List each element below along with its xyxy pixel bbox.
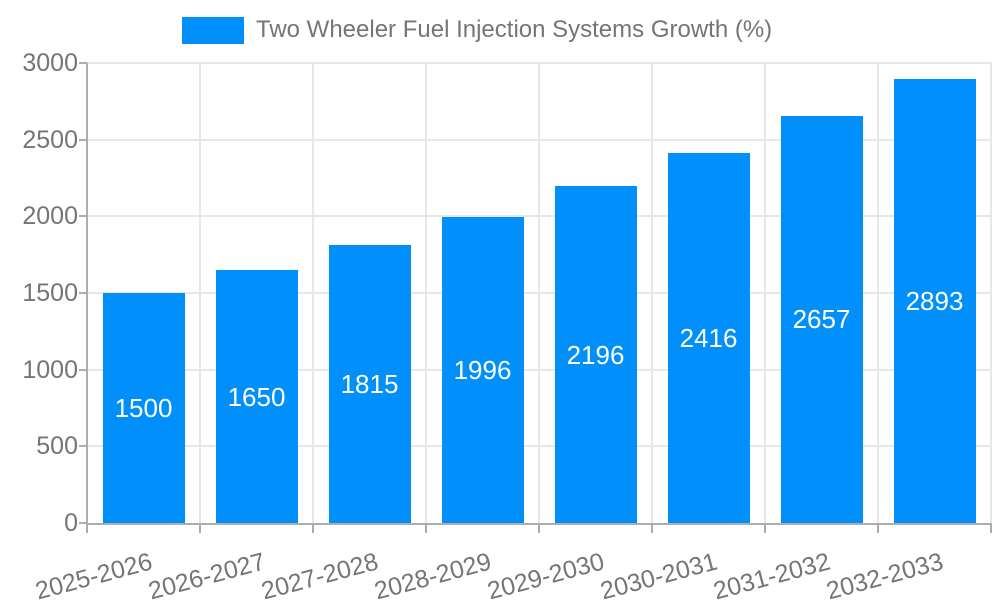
bar-2030-2031[interactable] [667, 152, 750, 523]
x-axis-tick [312, 523, 314, 533]
y-axis-tick [79, 215, 87, 218]
bar-2028-2029[interactable] [441, 216, 524, 523]
legend-label: Two Wheeler Fuel Injection Systems Growt… [256, 16, 773, 43]
gridline-vertical [538, 63, 540, 523]
bar-2027-2028[interactable] [328, 244, 411, 523]
x-tick-label: 2030-2031 [597, 547, 721, 600]
x-tick-label: 2025-2026 [32, 547, 156, 600]
x-axis-tick [86, 523, 88, 533]
x-axis-tick [877, 523, 879, 533]
y-tick-label: 2500 [22, 125, 78, 154]
gridline-vertical [764, 63, 766, 523]
x-tick-label: 2027-2028 [258, 547, 382, 600]
x-axis-tick [764, 523, 766, 533]
gridline-vertical [651, 63, 653, 523]
gridline-vertical [199, 63, 201, 523]
x-axis-tick [990, 523, 992, 533]
x-tick-label: 2031-2032 [710, 547, 834, 600]
x-tick-label: 2029-2030 [484, 547, 608, 600]
y-tick-label: 500 [36, 432, 78, 461]
y-tick-label: 1000 [22, 355, 78, 384]
y-tick-label: 1500 [22, 279, 78, 307]
y-axis-tick [79, 445, 87, 448]
x-axis-tick [425, 523, 427, 533]
x-tick-label: 2028-2029 [371, 547, 495, 600]
y-axis-tick [79, 368, 87, 371]
x-axis-tick [538, 523, 540, 533]
y-axis-tick [79, 138, 87, 141]
gridline-vertical [877, 63, 879, 523]
y-tick-label: 2000 [22, 202, 78, 231]
y-axis-tick [79, 522, 87, 524]
x-axis-tick [199, 523, 201, 533]
y-axis-tick [79, 292, 87, 294]
bar-2026-2027[interactable] [215, 270, 298, 523]
x-tick-label: 2032-2033 [823, 547, 947, 600]
y-tick-label: 3000 [22, 49, 78, 77]
bar-2025-2026[interactable] [102, 293, 185, 523]
gridline-vertical [425, 63, 427, 523]
legend[interactable]: Two Wheeler Fuel Injection Systems Growt… [182, 16, 772, 44]
bar-2031-2032[interactable] [780, 115, 863, 523]
y-axis-line [86, 63, 88, 523]
gridline-vertical [990, 63, 992, 523]
x-axis-line [86, 523, 992, 525]
gridline-vertical [312, 63, 314, 523]
legend-swatch-icon [182, 16, 244, 44]
x-tick-label: 2026-2027 [145, 547, 269, 600]
y-axis-tick [79, 62, 87, 64]
bar-2032-2033[interactable] [893, 79, 976, 523]
bar-2029-2030[interactable] [554, 186, 637, 523]
y-tick-label: 0 [64, 509, 78, 537]
x-axis-tick [651, 523, 653, 533]
